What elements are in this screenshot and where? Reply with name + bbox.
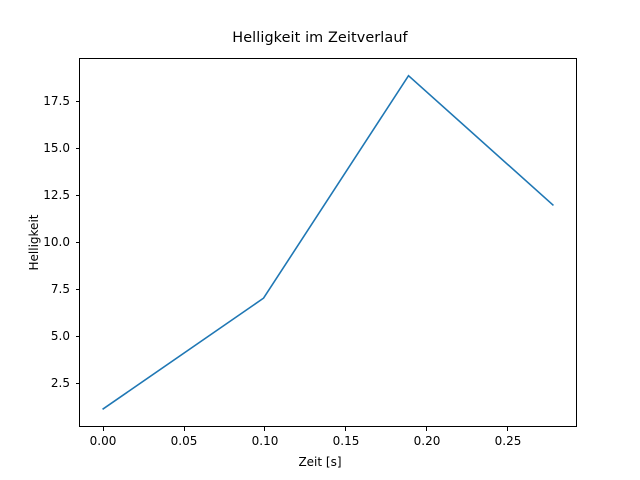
series-helligkeit-line bbox=[102, 74, 554, 410]
xtick-label-0.15: 0.15 bbox=[332, 434, 360, 448]
ytick-mark-10.0 bbox=[75, 242, 79, 244]
xtick-mark-0.15 bbox=[345, 427, 347, 431]
ytick-label-17.5: 17.5 bbox=[43, 94, 70, 108]
xtick-mark-0.00 bbox=[102, 427, 104, 431]
ytick-mark-12.5 bbox=[75, 195, 79, 197]
xtick-mark-0.10 bbox=[264, 427, 266, 431]
xtick-label-0.10: 0.10 bbox=[251, 434, 279, 448]
data-line-svg bbox=[102, 74, 554, 410]
x-axis-label: Zeit [s] bbox=[298, 455, 342, 469]
xtick-label-0.05: 0.05 bbox=[170, 434, 198, 448]
ytick-label-7.5: 7.5 bbox=[50, 282, 70, 296]
ytick-label-12.5: 12.5 bbox=[43, 188, 70, 202]
ytick-label-2.5: 2.5 bbox=[50, 376, 70, 390]
ytick-label-15.0: 15.0 bbox=[43, 141, 70, 155]
ytick-label-5.0: 5.0 bbox=[50, 329, 70, 343]
xtick-label-0.00: 0.00 bbox=[89, 434, 117, 448]
xtick-mark-0.25 bbox=[507, 427, 509, 431]
chart-title: Helligkeit im Zeitverlauf bbox=[232, 30, 408, 46]
plot-area bbox=[79, 58, 577, 427]
xtick-label-0.20: 0.20 bbox=[413, 434, 441, 448]
ytick-mark-17.5 bbox=[75, 101, 79, 103]
y-axis-label: Helligkeit bbox=[27, 214, 41, 271]
ytick-label-10.0: 10.0 bbox=[43, 235, 70, 249]
ytick-mark-2.5 bbox=[75, 383, 79, 385]
xtick-mark-0.05 bbox=[183, 427, 185, 431]
ytick-mark-7.5 bbox=[75, 289, 79, 291]
xtick-mark-0.20 bbox=[426, 427, 428, 431]
ytick-mark-15.0 bbox=[75, 148, 79, 150]
ytick-mark-5.0 bbox=[75, 336, 79, 338]
xtick-label-0.25: 0.25 bbox=[494, 434, 522, 448]
